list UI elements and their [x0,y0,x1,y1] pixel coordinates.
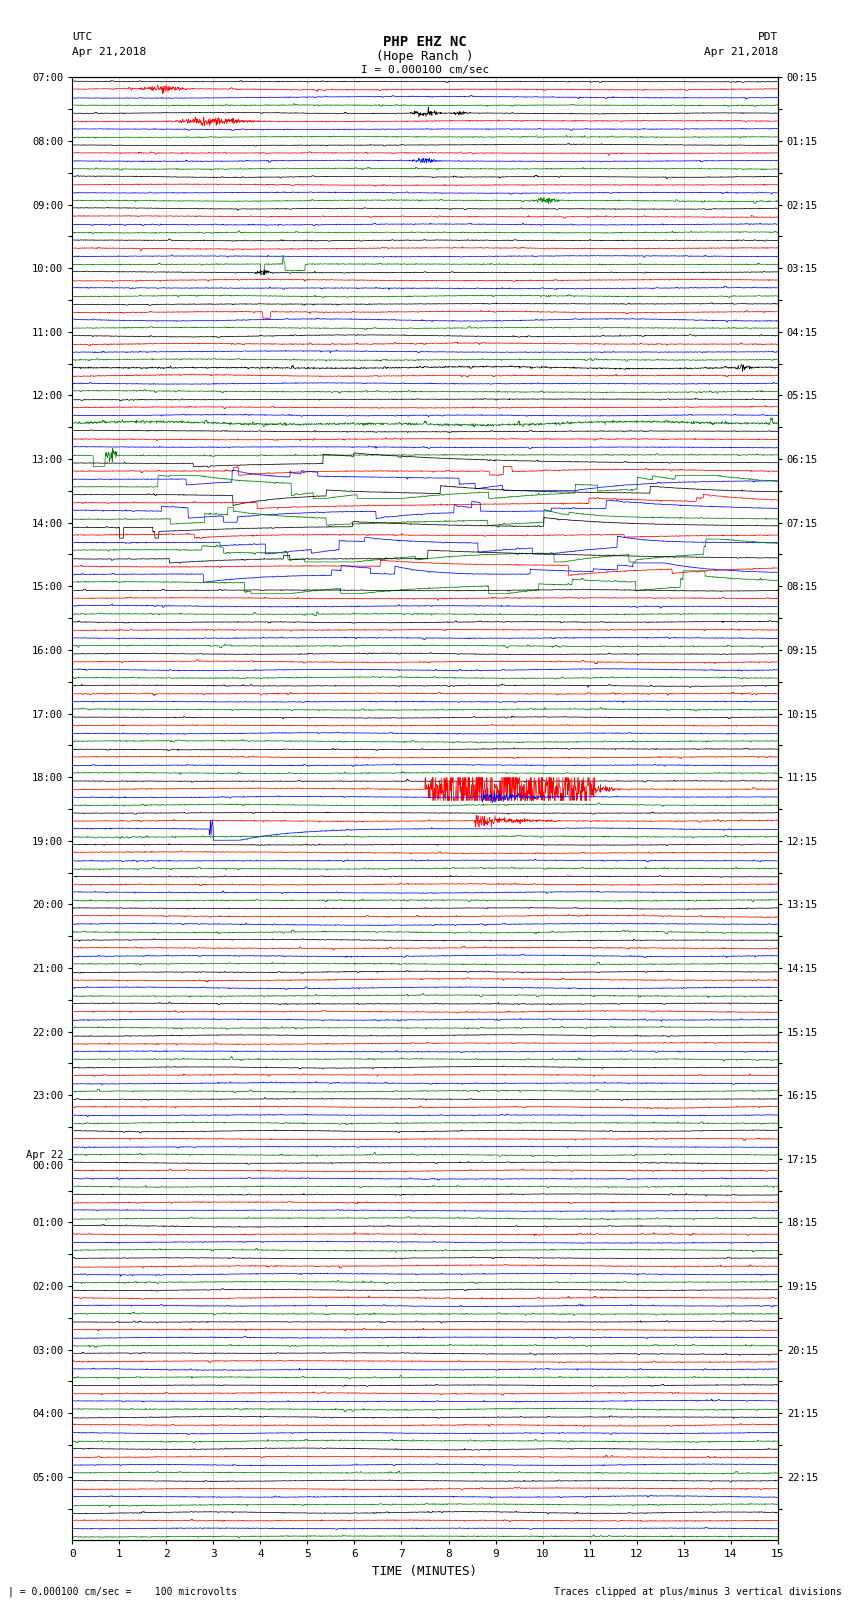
Text: PHP EHZ NC: PHP EHZ NC [383,35,467,50]
Text: Traces clipped at plus/minus 3 vertical divisions: Traces clipped at plus/minus 3 vertical … [553,1587,842,1597]
Text: | = 0.000100 cm/sec =    100 microvolts: | = 0.000100 cm/sec = 100 microvolts [8,1586,238,1597]
Text: PDT: PDT [757,32,778,42]
Text: Apr 21,2018: Apr 21,2018 [704,47,778,56]
Text: (Hope Ranch ): (Hope Ranch ) [377,50,473,63]
X-axis label: TIME (MINUTES): TIME (MINUTES) [372,1565,478,1578]
Text: Apr 21,2018: Apr 21,2018 [72,47,146,56]
Text: I = 0.000100 cm/sec: I = 0.000100 cm/sec [361,65,489,74]
Text: UTC: UTC [72,32,93,42]
